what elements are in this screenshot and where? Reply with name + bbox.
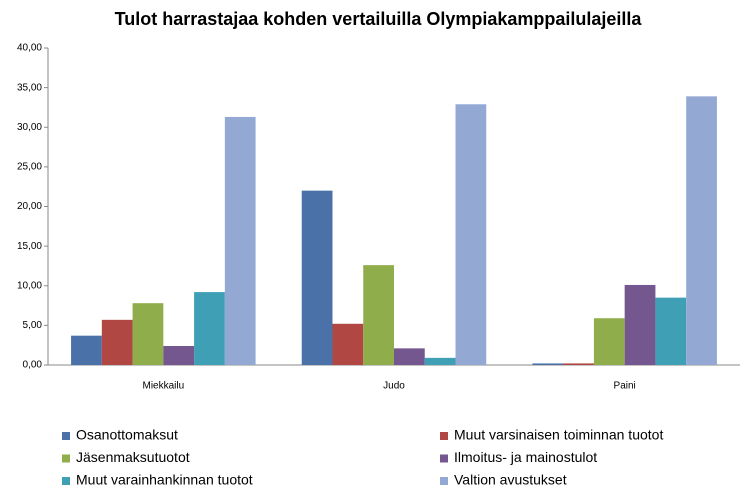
bar	[101, 319, 133, 365]
legend-label: Osanottomaksut	[76, 427, 178, 443]
x-tick-label: Judo	[383, 381, 405, 392]
chart-title: Tulot harrastajaa kohden vertailuilla Ol…	[115, 9, 643, 29]
y-tick-label: 0,00	[23, 360, 43, 371]
y-tick-label: 15,00	[17, 241, 42, 252]
bar	[624, 284, 656, 365]
bar	[686, 96, 717, 365]
legend-swatch	[440, 454, 448, 463]
legend-swatch	[440, 432, 448, 440]
bar	[424, 357, 456, 365]
legend-label: Muut varsinaisen toiminnan tuotot	[454, 427, 663, 443]
legend-swatch	[62, 477, 70, 485]
bar	[301, 190, 333, 365]
bar	[455, 104, 487, 365]
legend-swatch	[440, 477, 448, 485]
bar	[194, 292, 225, 365]
bar	[224, 116, 256, 365]
y-tick-label: 35,00	[17, 82, 42, 93]
y-tick-label: 10,00	[17, 280, 42, 291]
bar	[532, 363, 564, 365]
legend-label: Muut varainhankinnan tuotot	[76, 472, 253, 488]
x-tick-label: Miekkailu	[142, 381, 184, 392]
bar	[163, 345, 195, 365]
bar	[563, 363, 594, 365]
y-tick-label: 25,00	[17, 162, 42, 173]
bar	[332, 323, 364, 365]
legend-swatch	[62, 454, 70, 463]
y-tick-label: 40,00	[17, 43, 42, 54]
legend-label: Jäsenmaksutuotot	[76, 449, 190, 465]
legend-label: Valtion avustukset	[454, 472, 567, 488]
y-tick-label: 20,00	[17, 201, 42, 212]
bar	[593, 318, 625, 365]
bar	[132, 303, 164, 365]
bar	[363, 265, 394, 365]
x-tick-label: Paini	[614, 381, 636, 392]
legend-swatch	[62, 432, 70, 440]
bar	[655, 297, 687, 365]
bar	[71, 335, 102, 365]
y-tick-label: 30,00	[17, 122, 42, 133]
y-tick-label: 5,00	[23, 320, 43, 331]
legend-label: Ilmoitus- ja mainostulot	[454, 449, 597, 465]
bar	[394, 348, 425, 365]
